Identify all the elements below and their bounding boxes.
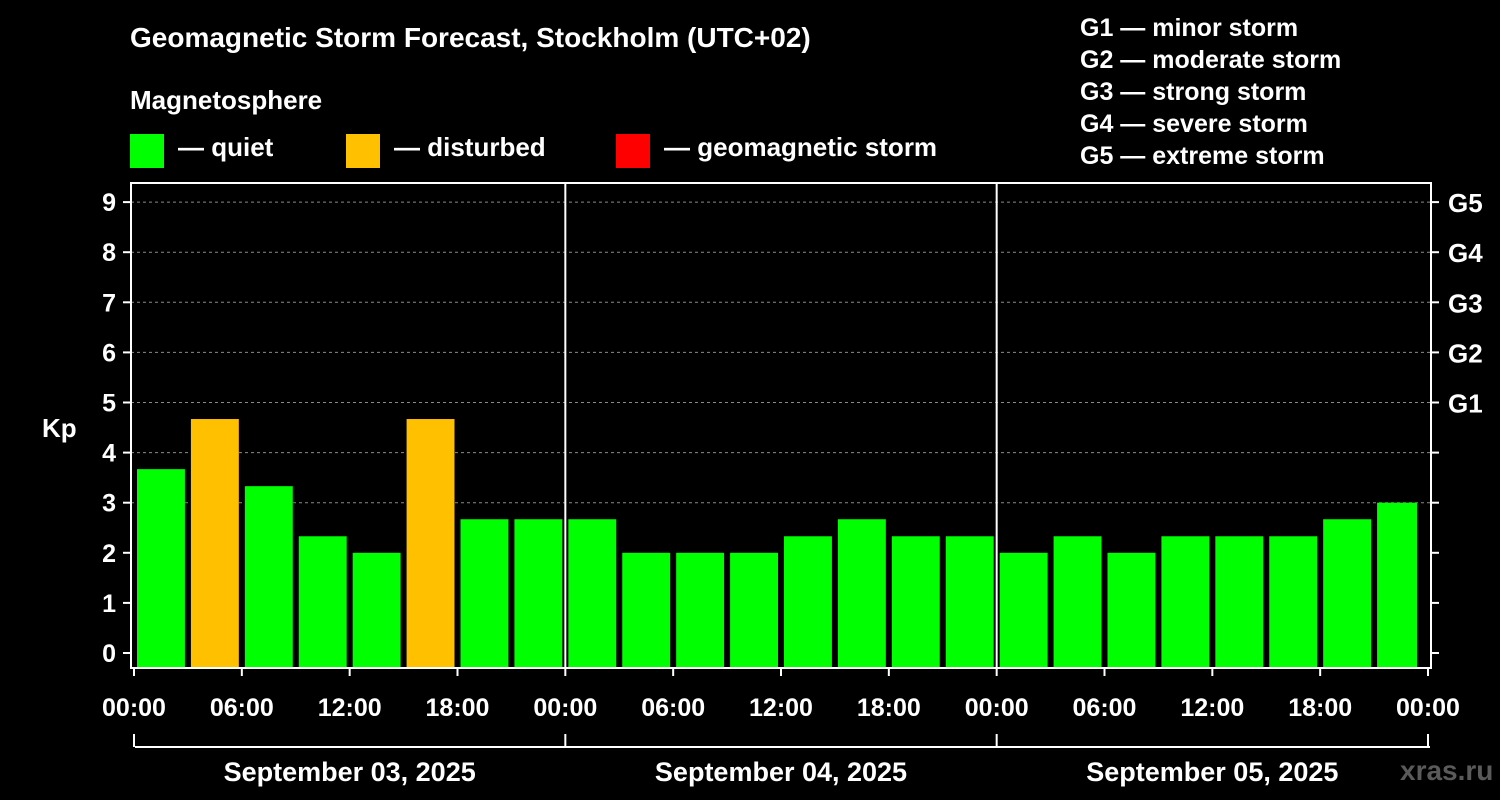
disturbed-swatch xyxy=(346,134,380,168)
storm-level-label: G4 xyxy=(1448,238,1483,268)
chart-title: Geomagnetic Storm Forecast, Stockholm (U… xyxy=(130,22,811,53)
kp-bar xyxy=(837,519,886,668)
kp-bar xyxy=(1215,536,1264,668)
y-tick-label: 9 xyxy=(102,189,116,217)
kp-bar xyxy=(1323,519,1372,668)
storm-level-label: G5 xyxy=(1448,188,1483,218)
y-tick-label: 5 xyxy=(102,390,116,418)
storm-level-label: G3 xyxy=(1448,288,1483,318)
y-tick-label: 4 xyxy=(102,440,116,468)
x-tick-label: 00:00 xyxy=(102,694,166,722)
x-tick-label: 06:00 xyxy=(641,694,705,722)
x-tick-label: 00:00 xyxy=(965,694,1029,722)
kp-bar xyxy=(784,536,832,668)
kp-bar xyxy=(298,536,347,668)
kp-bar xyxy=(1053,536,1102,668)
y-axis-label: Kp xyxy=(42,413,77,443)
scale-g5: G5 — extreme storm xyxy=(1080,142,1325,170)
x-tick-label: 00:00 xyxy=(533,694,597,722)
kp-bar xyxy=(1107,552,1156,668)
kp-bar xyxy=(1161,536,1210,668)
kp-bar xyxy=(622,552,671,668)
scale-g2: G2 — moderate storm xyxy=(1080,46,1342,74)
legend-quiet-label: — quiet xyxy=(178,132,274,162)
date-label: September 04, 2025 xyxy=(655,757,907,787)
x-tick-label: 12:00 xyxy=(1180,694,1244,722)
magnetosphere-label: Magnetosphere xyxy=(130,85,323,115)
legend-storm-label: — geomagnetic storm xyxy=(664,132,938,162)
x-tick-label: 12:00 xyxy=(749,694,813,722)
y-tick-label: 0 xyxy=(102,640,116,668)
y-tick-label: 1 xyxy=(102,590,116,618)
kp-bar xyxy=(730,552,778,668)
kp-bar xyxy=(1269,536,1318,668)
x-tick-label: 18:00 xyxy=(1288,694,1352,722)
legend-disturbed-label: — disturbed xyxy=(394,132,546,162)
date-label: September 03, 2025 xyxy=(224,757,476,787)
kp-bar xyxy=(244,486,293,668)
kp-bar xyxy=(1377,502,1417,668)
watermark: xras.ru xyxy=(1400,755,1494,786)
y-tick-label: 3 xyxy=(102,490,116,518)
kp-bar xyxy=(568,519,617,668)
storm-swatch xyxy=(616,134,650,168)
y-tick-label: 7 xyxy=(102,289,116,317)
y-tick-label: 6 xyxy=(102,339,116,367)
x-tick-label: 18:00 xyxy=(426,694,490,722)
kp-bar xyxy=(676,552,725,668)
x-tick-label: 00:00 xyxy=(1396,694,1460,722)
kp-bar xyxy=(352,552,401,668)
scale-g1: G1 — minor storm xyxy=(1080,14,1299,42)
y-tick-label: 2 xyxy=(102,540,116,568)
kp-bar xyxy=(406,419,455,668)
x-tick-label: 12:00 xyxy=(318,694,382,722)
quiet-swatch xyxy=(130,134,164,168)
kp-bar xyxy=(190,419,239,668)
scale-g4: G4 — severe storm xyxy=(1080,110,1308,138)
kp-bar xyxy=(137,469,185,668)
y-tick-label: 8 xyxy=(102,239,116,267)
date-label: September 05, 2025 xyxy=(1086,757,1338,787)
kp-bar xyxy=(945,536,994,668)
x-tick-label: 06:00 xyxy=(1073,694,1137,722)
scale-g3: G3 — strong storm xyxy=(1080,78,1307,106)
storm-level-label: G2 xyxy=(1448,338,1483,368)
storm-level-label: G1 xyxy=(1448,389,1483,419)
kp-bar xyxy=(514,519,563,668)
x-tick-label: 06:00 xyxy=(210,694,274,722)
kp-bar xyxy=(999,552,1048,668)
kp-bar xyxy=(460,519,509,668)
kp-bar xyxy=(891,536,940,668)
x-tick-label: 18:00 xyxy=(857,694,921,722)
